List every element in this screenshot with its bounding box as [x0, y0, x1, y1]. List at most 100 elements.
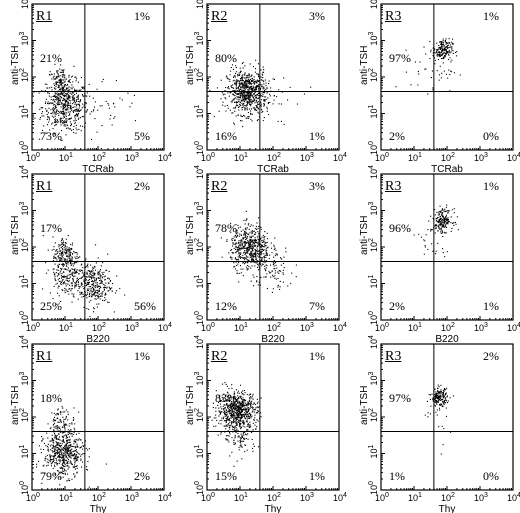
event-dot: [235, 261, 237, 263]
event-dot: [255, 86, 257, 88]
event-dot: [266, 241, 268, 243]
event-dot: [97, 285, 99, 287]
event-dot: [228, 406, 230, 408]
event-dot: [232, 425, 234, 427]
event-dot: [65, 268, 67, 270]
event-dot: [223, 420, 225, 422]
event-dot: [258, 235, 260, 237]
event-dot: [53, 442, 55, 444]
event-dot: [225, 420, 227, 422]
event-dot: [444, 208, 446, 210]
event-dot: [281, 91, 283, 93]
event-dot: [234, 79, 236, 81]
event-dot: [249, 244, 251, 246]
event-dot: [65, 94, 67, 96]
event-dot: [97, 291, 99, 293]
event-dot: [75, 460, 77, 462]
event-dot: [220, 431, 222, 433]
event-dot: [248, 117, 250, 119]
event-dot: [81, 442, 83, 444]
event-dot: [239, 265, 241, 267]
event-dot: [237, 235, 239, 237]
event-dot: [230, 256, 232, 258]
event-dot: [59, 96, 61, 98]
event-dot: [71, 463, 73, 465]
y-tick-label: 104: [19, 165, 30, 179]
event-dot: [251, 249, 253, 251]
event-dot: [78, 110, 80, 112]
event-dot: [55, 77, 57, 79]
event-dot: [440, 224, 442, 226]
event-dot: [73, 98, 75, 100]
event-dot: [221, 419, 223, 421]
event-dot: [226, 240, 228, 242]
event-dot: [91, 271, 93, 273]
event-dot: [236, 259, 238, 261]
event-dot: [249, 83, 251, 85]
event-dot: [93, 288, 95, 290]
event-dot: [64, 122, 66, 124]
event-dot: [244, 223, 246, 225]
x-tick-exponent: 0: [36, 152, 40, 159]
event-dot: [438, 226, 440, 228]
event-dot: [101, 272, 103, 274]
event-dot: [54, 420, 56, 422]
event-dot: [95, 278, 97, 280]
event-dot: [100, 279, 102, 281]
event-dot: [65, 101, 67, 103]
event-dot: [63, 275, 65, 277]
event-dot: [77, 456, 79, 458]
event-dot: [252, 248, 254, 250]
event-dot: [80, 458, 82, 460]
event-dot: [88, 83, 90, 85]
event-dot: [247, 410, 249, 412]
event-dot: [245, 108, 247, 110]
event-dot: [256, 263, 258, 265]
event-dot: [439, 222, 441, 224]
event-dot: [83, 280, 85, 282]
event-dot: [240, 80, 242, 82]
event-dot: [54, 121, 56, 123]
event-dot: [246, 268, 248, 270]
quadrant-percent-lower-left: 79%: [40, 469, 62, 483]
event-dot: [68, 97, 70, 99]
event-dot: [83, 274, 85, 276]
event-dot: [83, 104, 85, 106]
event-dot: [443, 221, 445, 223]
event-dot: [82, 267, 84, 269]
event-dot: [442, 38, 444, 40]
event-dot: [79, 89, 81, 91]
event-dot: [62, 103, 64, 105]
event-dot: [246, 407, 248, 409]
event-dot: [56, 428, 58, 430]
event-dot: [437, 221, 439, 223]
event-dot: [52, 438, 54, 440]
event-dot: [91, 296, 93, 298]
event-dot: [234, 265, 236, 267]
event-dot: [220, 98, 222, 100]
event-dot: [91, 291, 93, 293]
event-dot: [71, 423, 73, 425]
event-dot: [60, 110, 62, 112]
event-dot: [64, 458, 66, 460]
event-dot: [444, 226, 446, 228]
event-dot: [261, 73, 263, 75]
event-dot: [57, 292, 59, 294]
event-dot: [58, 438, 60, 440]
event-dot: [67, 274, 69, 276]
event-dot: [82, 95, 84, 97]
event-dot: [445, 206, 447, 208]
event-dot: [250, 87, 252, 89]
event-dot: [246, 104, 248, 106]
event-dot: [243, 247, 245, 249]
event-dot: [235, 403, 237, 405]
event-dot: [68, 247, 70, 249]
event-dot: [94, 285, 96, 287]
event-dot: [96, 295, 98, 297]
event-dot: [223, 412, 225, 414]
event-dot: [68, 102, 70, 104]
event-dot: [238, 281, 240, 283]
event-dot: [67, 413, 69, 415]
event-dot: [260, 260, 262, 262]
event-dot: [67, 255, 69, 257]
